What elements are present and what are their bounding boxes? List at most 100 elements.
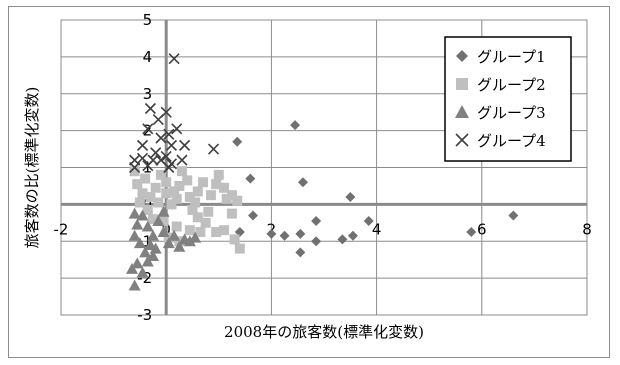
- square-point: [192, 186, 203, 197]
- square-point: [166, 199, 177, 210]
- cross-point: [207, 143, 220, 155]
- diamond-point: [290, 120, 301, 131]
- square-point: [190, 197, 201, 208]
- diamond-point: [232, 136, 243, 147]
- cross-point: [163, 128, 175, 140]
- square-point: [213, 169, 224, 180]
- chart-frame: -202468543210-1-2-3 2008年の旅客数(標準化変数) 旅客数…: [8, 6, 610, 358]
- scatter-chart: -202468543210-1-2-3 2008年の旅客数(標準化変数) 旅客数…: [23, 11, 592, 341]
- legend-cross-icon: [455, 133, 469, 147]
- diamond-point: [247, 210, 258, 221]
- cross-point: [160, 150, 172, 163]
- diamond-point: [337, 234, 348, 245]
- square-point: [219, 182, 230, 193]
- y-tick-label: 5: [143, 11, 153, 29]
- triangle-point: [136, 209, 149, 221]
- square-point: [200, 217, 211, 228]
- x-tick-label: -2: [54, 220, 69, 238]
- cross-point: [171, 123, 183, 135]
- cross-point: [144, 102, 156, 115]
- triangle-point: [149, 242, 162, 254]
- triangle-point: [168, 229, 181, 241]
- diamond-point: [345, 192, 356, 202]
- x-axis-title: 2008年の旅客数(標準化変数): [224, 323, 424, 341]
- square-point: [161, 177, 172, 188]
- diamond-point: [295, 247, 306, 258]
- triangle-point: [131, 218, 144, 230]
- square-point: [145, 192, 156, 202]
- legend-label: グループ1: [477, 48, 546, 66]
- triangle-point: [128, 229, 141, 241]
- square-point: [184, 192, 195, 202]
- diamond-point: [311, 215, 322, 226]
- square-point: [221, 193, 232, 204]
- cross-point: [176, 154, 188, 166]
- triangle-point: [136, 266, 149, 278]
- square-point: [219, 225, 230, 236]
- legend-label: グループ3: [477, 104, 546, 122]
- legend-label: グループ4: [477, 132, 546, 150]
- square-point: [234, 243, 245, 254]
- y-tick-label: 1: [143, 159, 153, 177]
- y-tick-label: 0: [143, 195, 153, 213]
- y-tick-label: 2: [143, 122, 153, 140]
- square-point: [171, 221, 182, 232]
- cross-point: [129, 161, 141, 174]
- square-point: [195, 227, 206, 238]
- series-4: [129, 53, 220, 174]
- diamond-point: [311, 236, 322, 247]
- square-point: [192, 212, 203, 223]
- cross-point: [136, 139, 149, 151]
- square-point: [148, 214, 159, 225]
- square-point: [150, 182, 161, 193]
- cross-point: [163, 161, 175, 174]
- x-tick-label: 6: [477, 220, 487, 238]
- y-tick-label: 3: [143, 85, 153, 103]
- triangle-point: [133, 237, 146, 249]
- triangle-point: [157, 226, 170, 238]
- square-point: [176, 166, 187, 177]
- y-tick-label: 4: [143, 48, 153, 66]
- triangle-point: [141, 220, 154, 232]
- x-tick-label: 8: [582, 220, 592, 238]
- square-point: [134, 197, 145, 208]
- series-1: [232, 120, 519, 258]
- diamond-point: [347, 230, 358, 241]
- square-point: [198, 177, 209, 188]
- legend-triangle-icon: [455, 105, 469, 118]
- diamond-point: [279, 230, 290, 241]
- triangle-point: [141, 255, 154, 267]
- x-tick-label: 4: [372, 220, 382, 238]
- diamond-point: [363, 215, 374, 226]
- legend-label: グループ2: [477, 76, 546, 94]
- triangle-point: [126, 262, 139, 274]
- square-point: [211, 227, 222, 238]
- square-point: [226, 208, 237, 219]
- triangle-point: [128, 207, 141, 219]
- square-point: [158, 215, 169, 226]
- square-point: [169, 186, 180, 197]
- square-point: [232, 195, 243, 206]
- cross-point: [155, 132, 167, 144]
- square-point: [137, 188, 148, 199]
- square-point: [140, 173, 151, 184]
- square-point: [226, 190, 237, 201]
- square-point: [171, 193, 182, 204]
- triangle-point: [139, 246, 152, 258]
- triangle-point: [173, 240, 186, 252]
- triangle-point: [183, 235, 196, 247]
- square-point: [187, 204, 198, 215]
- y-tick-label: -3: [137, 306, 152, 324]
- square-point: [129, 166, 140, 177]
- square-point: [155, 169, 166, 180]
- diamond-point: [245, 173, 256, 184]
- square-point: [203, 206, 214, 217]
- x-tick-label: 0: [161, 220, 171, 238]
- diamond-point: [297, 177, 308, 188]
- square-point: [182, 175, 193, 186]
- square-point: [161, 188, 172, 199]
- diamond-point: [295, 228, 306, 239]
- square-point: [211, 179, 222, 190]
- cross-point: [165, 139, 178, 151]
- triangle-point: [128, 279, 141, 291]
